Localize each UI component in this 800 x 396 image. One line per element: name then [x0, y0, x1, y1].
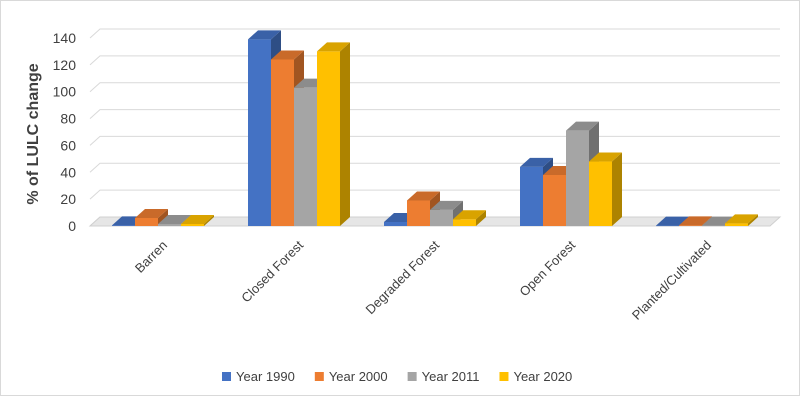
bar-top	[679, 216, 712, 226]
gridline-80	[89, 109, 780, 119]
bar	[453, 210, 486, 226]
bar-side	[748, 214, 758, 226]
bar-front	[112, 225, 135, 226]
bar-top	[271, 50, 304, 60]
bar-front	[656, 225, 679, 227]
bar-top	[453, 210, 486, 220]
y-axis-ticks: 0 20 40 60 80 100 120 140	[53, 30, 77, 234]
gridlines	[89, 28, 780, 227]
bar-group-0	[112, 208, 214, 226]
bar-front	[407, 200, 430, 226]
legend-swatch	[407, 372, 417, 381]
y-tick-120: 120	[53, 57, 77, 73]
bar-top	[181, 214, 214, 224]
bar-front	[135, 217, 158, 226]
bar-group-1	[248, 30, 350, 226]
gridline-140	[89, 28, 780, 39]
gridline-40	[89, 162, 780, 173]
legend-item: Year 2000	[314, 369, 388, 384]
bar-front	[589, 161, 612, 226]
bar-top	[656, 216, 689, 226]
bar-front	[384, 221, 407, 226]
legend-swatch	[499, 372, 509, 381]
bar-top	[520, 157, 553, 167]
bar	[181, 214, 214, 226]
bar-top	[589, 152, 622, 162]
bar-top	[248, 30, 281, 40]
bar	[317, 42, 350, 226]
legend-label: Year 2011	[422, 369, 480, 384]
bar-front	[520, 166, 543, 226]
bar-top	[135, 208, 168, 218]
bar-front	[271, 59, 294, 226]
legend-item: Year 2020	[499, 369, 572, 384]
bars	[112, 30, 758, 227]
bar-top	[566, 121, 599, 131]
bar-group-2	[384, 191, 486, 226]
bar-group-3	[520, 121, 622, 226]
bar-side	[612, 152, 622, 226]
bar-group-4	[656, 214, 758, 227]
legend: Year 1990 Year 2000 Year 2011 Year 2020	[222, 369, 572, 384]
bar-side	[340, 42, 350, 226]
bar	[430, 200, 463, 226]
bar-side	[476, 210, 486, 226]
bar-front	[317, 51, 340, 226]
y-tick-60: 60	[60, 137, 76, 153]
bar-top	[430, 200, 463, 210]
legend-swatch	[222, 372, 231, 381]
y-tick-100: 100	[53, 84, 77, 100]
bar-front	[566, 130, 589, 226]
bar-front	[158, 223, 181, 226]
y-tick-80: 80	[60, 111, 76, 127]
bar-front	[702, 225, 725, 227]
bar-front	[725, 223, 748, 226]
legend-label: Year 2000	[329, 369, 388, 384]
bar-side	[204, 214, 214, 226]
y-axis-label: % of LULC change	[25, 63, 42, 204]
legend-item: Year 1990	[222, 369, 295, 384]
legend-label: Year 1990	[236, 369, 295, 384]
gridline-100	[89, 82, 780, 93]
y-tick-140: 140	[53, 30, 77, 46]
bar-top	[407, 191, 440, 201]
y-tick-40: 40	[60, 164, 76, 180]
y-tick-20: 20	[60, 191, 76, 207]
bar	[725, 214, 758, 226]
bar-front	[543, 174, 566, 226]
bar-front	[248, 39, 271, 226]
gridline-120	[89, 55, 780, 66]
bar	[589, 152, 622, 226]
bar-front	[679, 225, 702, 226]
bar-top	[317, 42, 350, 52]
legend-swatch	[314, 372, 324, 381]
bar-top	[158, 214, 191, 224]
bar-front	[181, 223, 204, 226]
gridline-60	[89, 135, 780, 146]
y-tick-0: 0	[68, 218, 76, 234]
legend-label: Year 2020	[513, 369, 572, 384]
bar-front	[294, 87, 317, 226]
bar-front	[453, 219, 476, 226]
legend-item: Year 2011	[407, 369, 480, 384]
bar-top	[725, 214, 758, 224]
bar-front	[430, 209, 453, 226]
